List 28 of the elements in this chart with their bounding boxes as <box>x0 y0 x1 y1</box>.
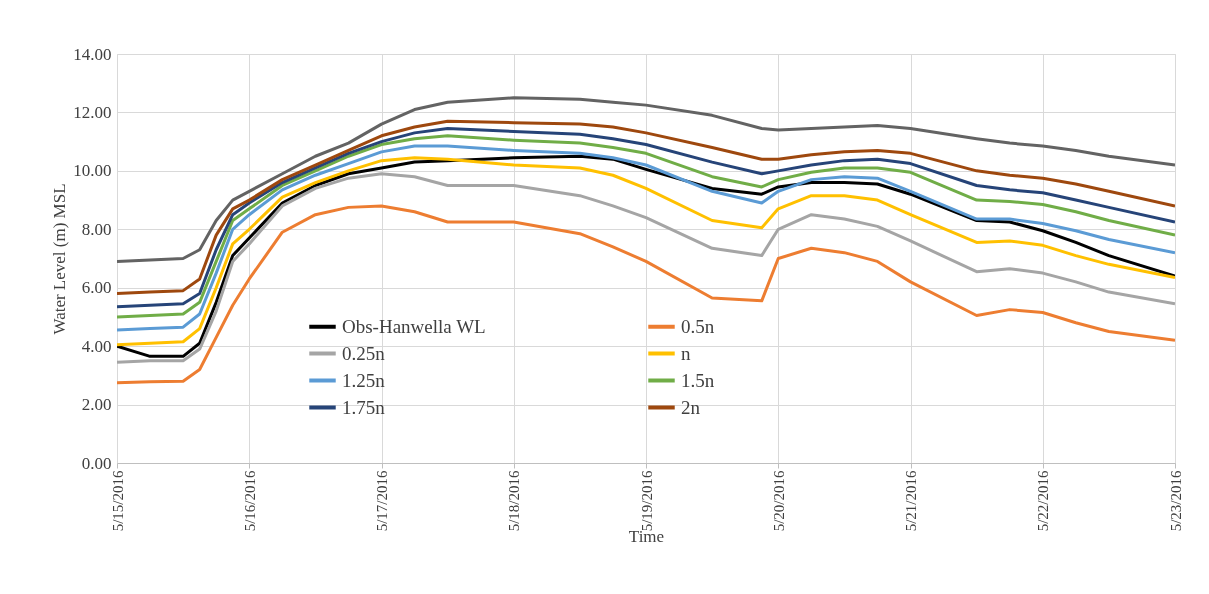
y-tick-label: 2.00 <box>81 395 112 415</box>
legend-label: 1.75n <box>342 396 386 418</box>
y-tick-label: 8.00 <box>81 219 112 239</box>
x-tick-label: 5/21/2016 <box>903 470 919 532</box>
y-tick-label: 14.00 <box>73 44 112 64</box>
x-tick-label: 5/17/2016 <box>374 470 390 532</box>
legend-label: 2n <box>681 396 701 418</box>
legend-label: Obs-Hanwella WL <box>342 315 486 337</box>
y-tick-label: 4.00 <box>81 336 112 356</box>
line-series <box>117 204 1175 385</box>
y-tick-label: 10.00 <box>73 161 112 181</box>
x-tick-label: 5/15/2016 <box>109 470 126 532</box>
x-tick-label: 5/18/2016 <box>506 470 523 532</box>
line-series <box>117 96 1175 263</box>
y-tick-label: 12.00 <box>73 102 112 122</box>
legend-label: 1.25n <box>342 369 386 391</box>
legend-label: 0.25n <box>342 342 386 364</box>
y-tick-label: 0.00 <box>81 453 112 473</box>
legend-label: 1.5n <box>681 369 715 391</box>
x-tick-label: 5/16/2016 <box>241 470 258 532</box>
x-tick-label: 5/20/2016 <box>770 470 787 532</box>
y-axis-title: Water Level (m) MSL <box>50 183 70 335</box>
x-tick-label: 5/22/2016 <box>1035 470 1052 532</box>
x-tick-label: 5/19/2016 <box>638 470 655 532</box>
y-tick-label: 6.00 <box>81 278 112 298</box>
x-tick-label: 5/23/2016 <box>1167 470 1184 532</box>
legend-label: 0.5n <box>681 315 715 337</box>
legend-label: n <box>681 342 691 364</box>
